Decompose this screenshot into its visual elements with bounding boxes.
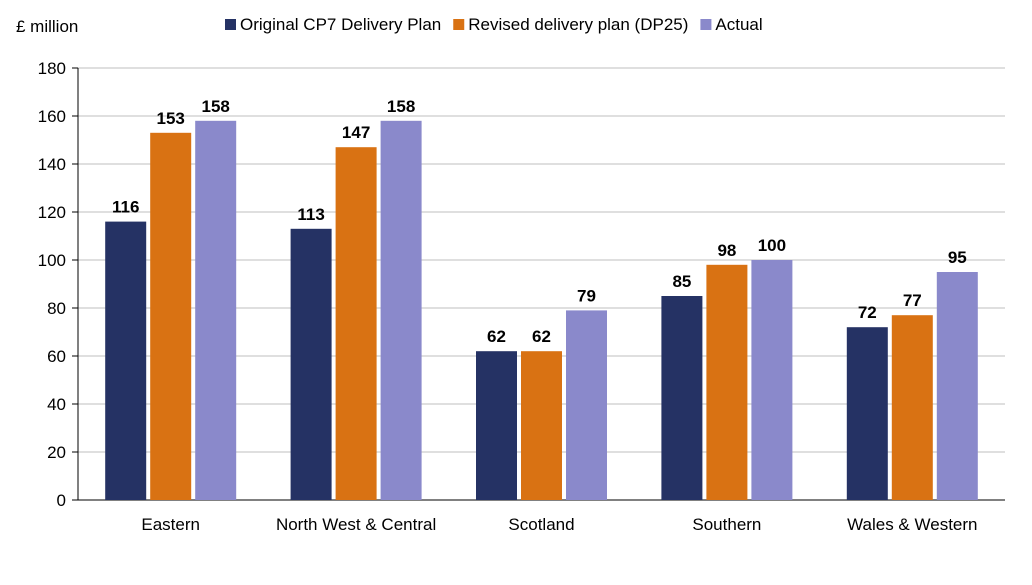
data-label: 79 bbox=[577, 286, 596, 305]
bar bbox=[566, 310, 607, 500]
category-label: Southern bbox=[692, 515, 761, 534]
bar bbox=[150, 132, 192, 501]
legend-entry: Original CP7 Delivery Plan bbox=[240, 15, 441, 34]
data-label: 147 bbox=[342, 123, 370, 142]
data-label: 62 bbox=[532, 327, 551, 346]
category-label: Wales & Western bbox=[847, 515, 977, 534]
bar bbox=[195, 120, 237, 501]
y-tick-label: 40 bbox=[47, 395, 66, 414]
bar bbox=[476, 351, 517, 500]
legend: Original CP7 Delivery Plan Revised delive… bbox=[225, 15, 763, 34]
bar bbox=[380, 120, 422, 501]
y-tick-label: 100 bbox=[38, 251, 66, 270]
data-label: 72 bbox=[858, 303, 877, 322]
data-label: 77 bbox=[903, 291, 922, 310]
bar bbox=[751, 260, 793, 500]
y-axis-unit-label: £ million bbox=[16, 17, 78, 36]
category-label: North West & Central bbox=[276, 515, 436, 534]
bar bbox=[105, 221, 147, 500]
data-label: 98 bbox=[717, 241, 736, 260]
bar bbox=[335, 147, 377, 500]
legend-entry: Actual bbox=[715, 15, 762, 34]
data-labels: 116 153 158 113 147 158 62 62 79 85 98 100 72 77 95 bbox=[112, 97, 967, 346]
category-label: Eastern bbox=[141, 515, 200, 534]
y-tick-label: 20 bbox=[47, 443, 66, 462]
y-axis-ticks: 0 20 40 60 80 100 120 140 160 180 bbox=[38, 59, 78, 510]
bar bbox=[521, 351, 562, 500]
data-label: 62 bbox=[487, 327, 506, 346]
data-label: 100 bbox=[758, 236, 786, 255]
bars bbox=[105, 120, 978, 501]
y-tick-label: 60 bbox=[47, 347, 66, 366]
data-label: 116 bbox=[112, 198, 139, 217]
bar bbox=[846, 327, 888, 500]
legend-swatch bbox=[225, 19, 236, 30]
data-label: 153 bbox=[157, 109, 185, 128]
legend-entry: Revised delivery plan (DP25) bbox=[468, 15, 688, 34]
data-label: 113 bbox=[297, 205, 324, 224]
bar bbox=[290, 228, 332, 501]
y-tick-label: 180 bbox=[38, 59, 66, 78]
y-tick-label: 80 bbox=[47, 299, 66, 318]
bar bbox=[661, 296, 703, 500]
y-tick-label: 160 bbox=[38, 107, 66, 126]
category-label: Scotland bbox=[508, 515, 574, 534]
legend-swatch bbox=[700, 19, 712, 30]
legend-swatch bbox=[453, 19, 465, 30]
bar bbox=[706, 264, 748, 500]
bar bbox=[891, 315, 933, 500]
y-tick-label: 120 bbox=[38, 203, 66, 222]
y-tick-label: 140 bbox=[38, 155, 66, 174]
data-label: 95 bbox=[948, 248, 967, 267]
data-label: 158 bbox=[202, 97, 230, 116]
data-label: 85 bbox=[672, 272, 691, 291]
y-tick-label: 0 bbox=[57, 491, 66, 510]
bar bbox=[936, 272, 978, 500]
data-label: 158 bbox=[387, 97, 415, 116]
category-labels: Eastern North West & Central Scotland South… bbox=[141, 515, 977, 534]
